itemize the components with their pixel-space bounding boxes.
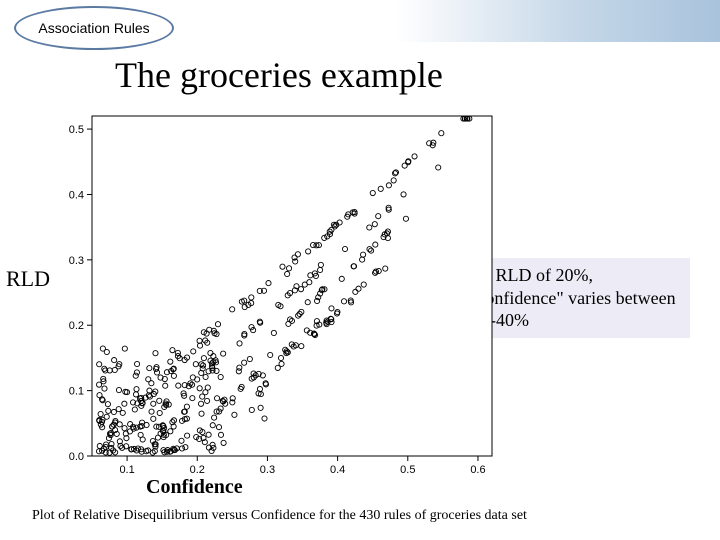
svg-text:0.5: 0.5 (400, 464, 415, 476)
svg-text:0.2: 0.2 (190, 464, 205, 476)
svg-text:0.3: 0.3 (260, 464, 275, 476)
svg-text:0.5: 0.5 (69, 124, 84, 136)
figure-caption: Plot of Relative Disequilibrium versus C… (32, 508, 527, 524)
scatter-chart: 0.1 0.2 0.3 0.4 0.5 0.6 0.0 0.1 0.2 0.3 0.4 0.5 (58, 110, 498, 490)
svg-text:0.6: 0.6 (470, 464, 485, 476)
svg-text:0.3: 0.3 (69, 255, 84, 267)
y-axis-label: RLD (6, 266, 50, 292)
svg-text:0.4: 0.4 (330, 464, 345, 476)
svg-text:0.1: 0.1 (119, 464, 134, 476)
svg-text:0.2: 0.2 (69, 320, 84, 332)
svg-text:0.0: 0.0 (69, 451, 84, 463)
category-badge: Association Rules (14, 6, 174, 50)
svg-text:0.4: 0.4 (69, 189, 84, 201)
page-title: The groceries example (115, 54, 443, 96)
badge-text: Association Rules (38, 20, 149, 36)
svg-text:0.1: 0.1 (69, 386, 84, 398)
